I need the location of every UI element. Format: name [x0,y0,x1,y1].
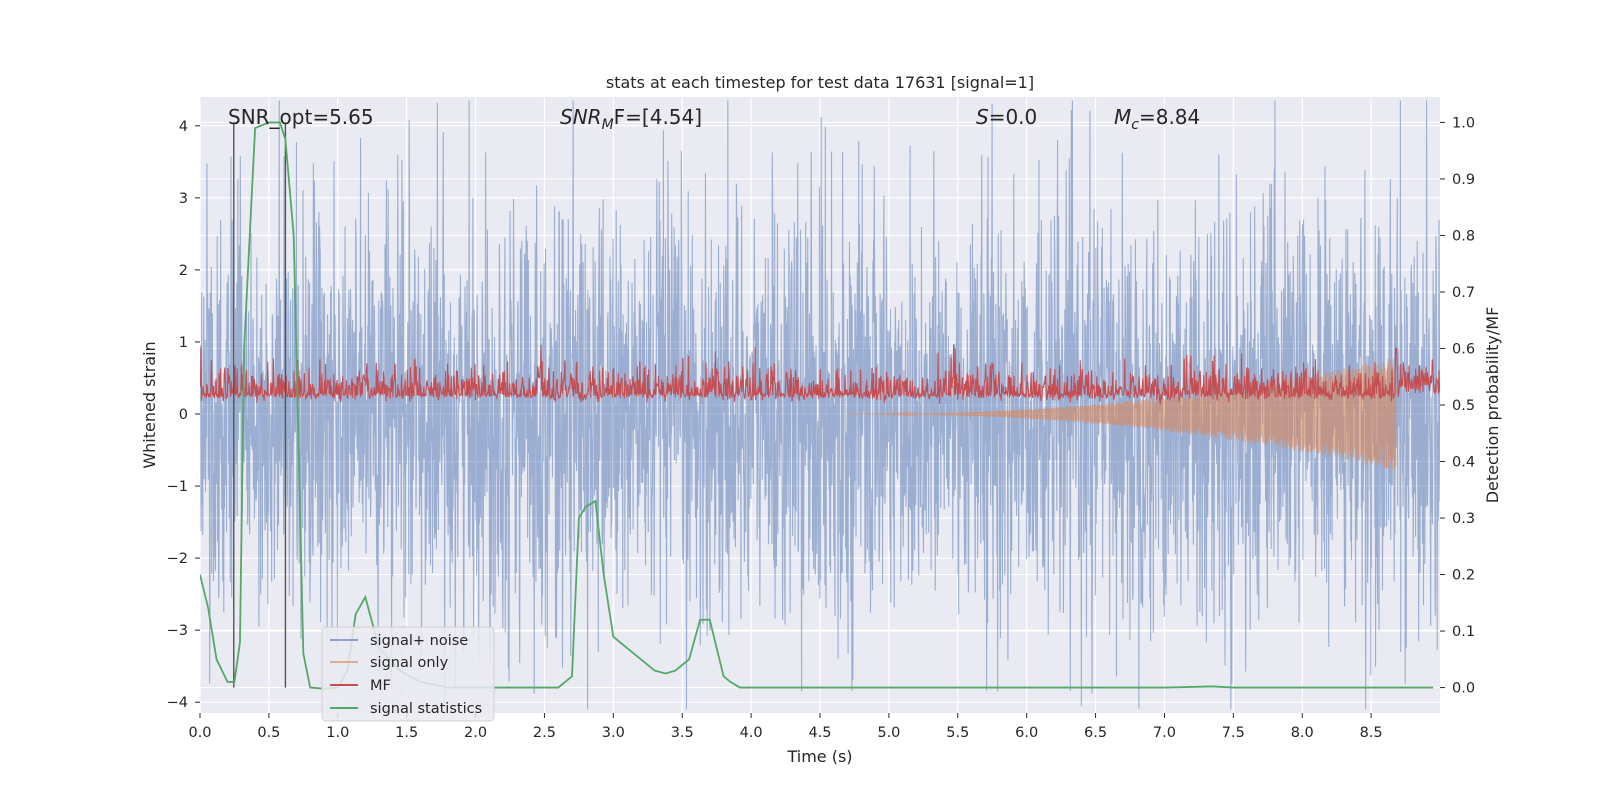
y2-tick-label-7: 0.3 [1452,511,1475,527]
x-tick-label-3: 1.5 [395,725,418,741]
y2-tick-labels: 1.0 0.9 0.8 0.7 0.6 0.5 0.4 0.3 0.2 0.1 0.0 [1440,115,1475,697]
signal-statistics-line [200,121,1434,690]
y-tick-label-3: 1 [179,335,188,351]
y2-tick-label-5: 0.5 [1452,398,1475,414]
annotation-mc: Mc=8.84 [1114,105,1200,133]
x-tick-label-4: 2.0 [464,725,487,741]
y2-tick-label-0: 1.0 [1452,115,1475,131]
annotation-s-label: S [976,105,989,129]
series-signal-noise [200,100,1440,710]
annotation-mc-value: =8.84 [1139,105,1200,129]
x-tick-label-11: 5.5 [946,725,969,741]
series-signal-statistics [200,121,1434,690]
y-tick-labels: 4 3 2 1 0 −1 −2 −3 −4 [167,119,200,711]
y2-axis-label: Detection probability/MF [1483,307,1502,504]
y-tick-label-4: 0 [179,407,188,423]
x-tick-label-16: 8.0 [1291,725,1314,741]
annotation-mc-sub: c [1131,117,1139,133]
y-tick-label-6: −2 [167,551,188,567]
annotation-snr-mf-suffix: F=[4.54] [614,105,702,129]
annotation-snr-mf: SNRMF=[4.54] [560,105,702,133]
x-tick-label-2: 1.0 [326,725,349,741]
legend-box [321,626,495,722]
legend: signal+ noise signal only MF signal stat… [321,626,495,722]
annotation-s-value: =0.0 [989,105,1038,129]
x-tick-label-13: 6.5 [1084,725,1107,741]
y-tick-label-0: 4 [179,119,188,135]
y-tick-label-1: 3 [179,191,188,207]
y-tick-label-7: −3 [167,623,188,639]
x-tick-label-0: 0.0 [188,725,211,741]
x-tick-label-17: 8.5 [1360,725,1383,741]
x-tick-label-10: 5.0 [877,725,900,741]
x-tick-label-7: 3.5 [671,725,694,741]
y-tick-label-5: −1 [167,479,188,495]
annotation-snr-mf-prefix: SNR [560,105,602,129]
x-tick-label-6: 3.0 [602,725,625,741]
x-tick-label-12: 6.0 [1015,725,1038,741]
legend-label-mf: MF [370,678,391,694]
y2-tick-label-9: 0.1 [1452,624,1475,640]
x-tick-label-8: 4.0 [740,725,763,741]
series-signal-only [847,358,1397,471]
legend-label-signal-statistics: signal statistics [370,701,482,717]
y-axis-label: Whitened strain [140,341,159,468]
vertical-markers [233,122,287,688]
x-tick-label-15: 7.5 [1222,725,1245,741]
mf-line [200,344,1440,405]
series-mf [200,344,1440,405]
signal-only-line [847,358,1397,471]
x-tick-label-9: 4.5 [808,725,831,741]
y-tick-label-2: 2 [179,263,188,279]
annotation-mc-label: M [1114,105,1131,129]
x-tick-label-14: 7.0 [1153,725,1176,741]
y2-tick-label-8: 0.2 [1452,568,1475,584]
annotation-snr-opt: SNR_opt=5.65 [228,105,374,129]
y2-tick-label-4: 0.6 [1452,341,1475,357]
y2-tick-label-10: 0.0 [1452,681,1475,697]
signal-noise-line [200,100,1440,710]
y2-tick-label-1: 0.9 [1452,172,1475,188]
y-tick-label-8: −4 [167,695,188,711]
x-tick-label-1: 0.5 [257,725,280,741]
legend-label-signal-noise: signal+ noise [370,633,468,649]
x-tick-labels: 0.0 0.5 1.0 1.5 2.0 2.5 3.0 3.5 4.0 4.5 5.0 5.5 6.0 6… [188,713,1383,741]
y2-tick-label-3: 0.7 [1452,285,1475,301]
y2-tick-label-6: 0.4 [1452,455,1475,471]
annotation-snr-mf-sub: M [602,117,614,133]
x-axis-label: Time (s) [786,747,852,766]
annotation-s: S=0.0 [976,105,1037,129]
legend-label-signal-only: signal only [370,655,449,671]
y2-tick-label-2: 0.8 [1452,228,1475,244]
chart-title: stats at each timestep for test data 176… [606,73,1034,92]
x-tick-label-5: 2.5 [533,725,556,741]
